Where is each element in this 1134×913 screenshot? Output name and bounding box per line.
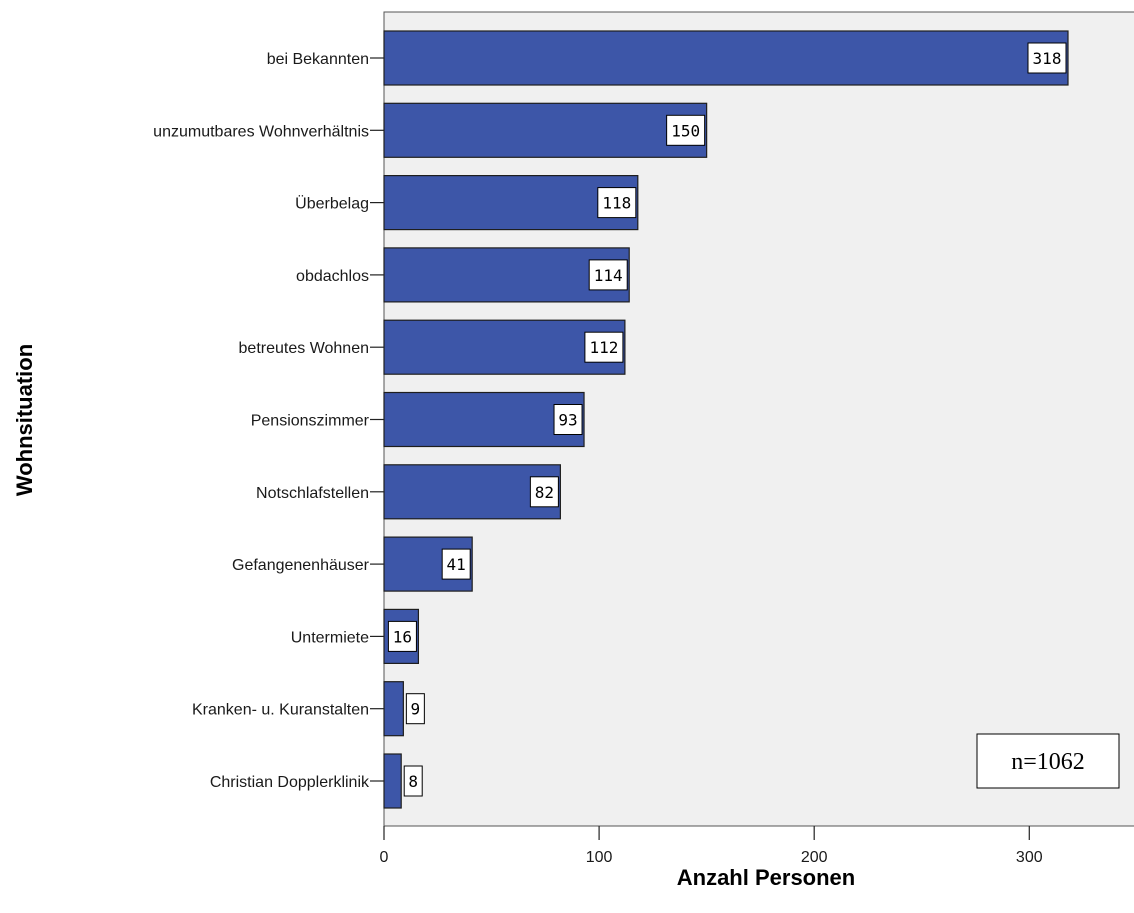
category-label: Pensionszimmer xyxy=(251,413,370,430)
bar xyxy=(383,30,1069,86)
bar xyxy=(383,247,630,303)
bar xyxy=(383,102,708,158)
bar xyxy=(383,681,404,737)
sample-size-annotation: n=1062 xyxy=(976,733,1120,789)
category-label: Kranken- u. Kuranstalten xyxy=(192,702,369,719)
x-axis-title: Anzahl Personen xyxy=(677,865,855,890)
x-tick-label: 300 xyxy=(1016,849,1043,866)
x-tick-label: 0 xyxy=(380,849,389,866)
category-label: bei Bekannten xyxy=(267,51,369,68)
x-tick-label: 100 xyxy=(586,849,613,866)
data-label-box xyxy=(441,548,471,580)
bars-group: 318 150 118 114 112 93 82 41 16 9 8 xyxy=(383,30,1069,809)
data-label: 114 xyxy=(594,266,623,285)
data-label-box xyxy=(387,620,417,652)
data-label-box xyxy=(403,765,423,797)
annotation-box xyxy=(976,733,1120,789)
category-label: betreutes Wohnen xyxy=(239,340,369,357)
category-label: Überbelag xyxy=(295,195,369,213)
category-label: unzumutbares Wohnverhältnis xyxy=(153,123,369,140)
data-label-box xyxy=(666,114,706,146)
data-label-box xyxy=(588,259,628,291)
category-label: Christian Dopplerklinik xyxy=(210,774,370,791)
data-label-box xyxy=(584,331,624,363)
data-label: 93 xyxy=(558,411,577,430)
category-label: Untermiete xyxy=(291,629,369,646)
x-tick-label: 200 xyxy=(801,849,828,866)
data-label: 150 xyxy=(671,121,700,140)
data-label: 8 xyxy=(408,772,418,791)
y-axis-title: Wohnsituation xyxy=(12,344,37,496)
data-label-box xyxy=(597,187,637,219)
data-label-box xyxy=(405,693,425,725)
category-label: Notschlafstellen xyxy=(256,485,369,502)
data-label: 16 xyxy=(393,627,412,646)
data-label: 112 xyxy=(589,338,618,357)
annotation-text: n=1062 xyxy=(1011,749,1085,775)
axis-ticks-group: bei Bekannten unzumutbares Wohnverhältnis… xyxy=(153,51,1043,866)
category-label: Gefangenenhäuser xyxy=(232,557,370,574)
data-label-box xyxy=(529,476,559,508)
data-label-box xyxy=(1027,42,1067,74)
data-label: 118 xyxy=(602,194,631,213)
bar xyxy=(383,753,402,809)
category-label: obdachlos xyxy=(296,268,369,285)
data-label: 9 xyxy=(411,700,421,719)
data-label: 82 xyxy=(535,483,554,502)
bar xyxy=(383,391,585,448)
data-label-box xyxy=(553,404,583,435)
data-label: 318 xyxy=(1033,49,1062,68)
bar xyxy=(383,175,639,231)
data-label: 41 xyxy=(447,555,466,574)
